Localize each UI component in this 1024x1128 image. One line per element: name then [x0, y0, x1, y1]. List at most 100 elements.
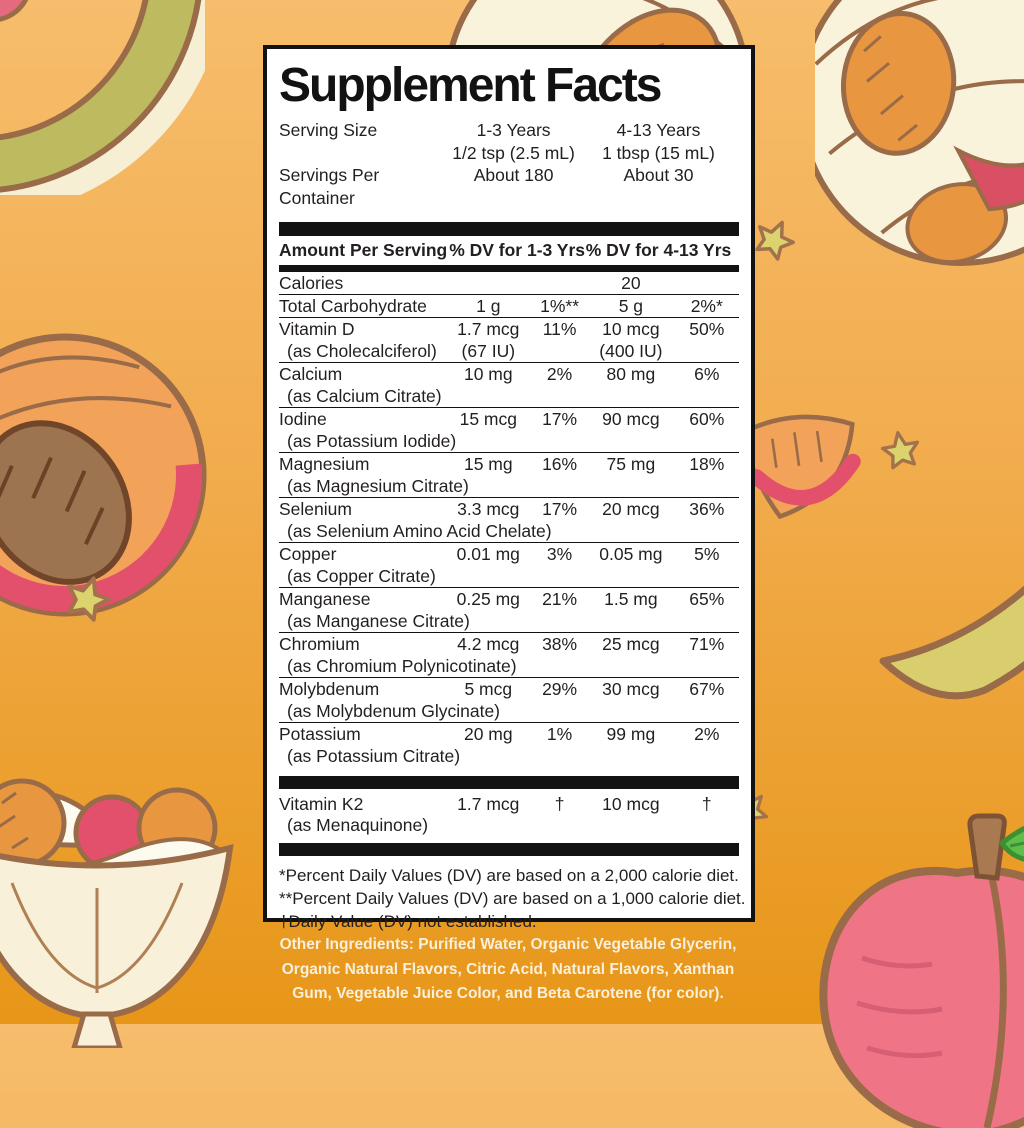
peach-dessert-coupe-illustration — [0, 778, 234, 1048]
nutrient-name: Iodine — [279, 408, 327, 429]
amount-4-13: 0.05 mg — [599, 543, 663, 564]
dv-header-4-13: % DV for 4-13 Yrs — [585, 240, 732, 260]
amount-1-3: 3.3 mcg — [457, 498, 520, 519]
star-icon — [67, 576, 111, 622]
nutrient-name: Copper — [279, 543, 337, 564]
star-icon — [880, 431, 920, 470]
dv-1-3: 1% — [546, 723, 573, 744]
nutrient-row-chromium: Chromium 4.2 mcg 38% 25 mcg 71% (as Chro… — [279, 633, 739, 678]
footnote-2000-calorie: *Percent Daily Values (DV) are based on … — [279, 865, 739, 885]
divider-bar-medium — [279, 264, 739, 272]
dv-4-13: † — [701, 793, 712, 814]
nutrient-form: (as Menaquinone) — [287, 814, 429, 835]
amount-iu-4-13: (400 IU) — [599, 340, 663, 361]
dv-header-1-3: % DV for 1-3 Yrs — [449, 240, 586, 260]
age-group-2: 4-13 Years — [616, 120, 701, 140]
calories-value-4-13: 20 — [621, 272, 641, 293]
divider-bar-thick — [279, 222, 739, 236]
dv-1-3: 21% — [542, 588, 578, 609]
dv-1-3: 2% — [546, 363, 573, 384]
nutrient-name: Calcium — [279, 363, 343, 384]
nutrient-form: (as Selenium Amino Acid Chelate) — [287, 520, 552, 541]
nutrient-name: Total Carbohydrate — [279, 295, 427, 316]
dv-4-13: 71% — [689, 633, 725, 654]
other-ingredients-text: Other Ingredients: Purified Water, Organ… — [279, 936, 737, 1002]
nutrient-row-selenium: Selenium 3.3 mcg 17% 20 mcg 36% (as Sele… — [279, 498, 739, 543]
nutrient-form: (as Potassium Iodide) — [287, 430, 457, 451]
amount-1-3: 15 mg — [463, 453, 513, 474]
nutrient-name: Chromium — [279, 633, 360, 654]
nutrient-form-line: (as Menaquinone) — [279, 815, 739, 836]
table-header-row: Amount Per Serving % DV for 1-3 Yrs % DV… — [279, 236, 739, 265]
dv-1-3: 1%** — [540, 295, 580, 316]
nutrient-form: (as Calcium Citrate) — [287, 385, 442, 406]
nutrient-name: Manganese — [279, 588, 371, 609]
nutrient-form-line: (as Cholecalciferol) (67 IU) (400 IU) — [279, 340, 739, 362]
dv-4-13: 5% — [694, 543, 720, 564]
nutrient-form: (as Copper Citrate) — [287, 565, 436, 586]
amount-4-13: 20 mcg — [602, 498, 660, 519]
serving-info-block: Serving Size 1-3 Years 4-13 Years 1/2 ts… — [279, 119, 739, 209]
dv-4-13: 36% — [689, 498, 725, 519]
nutrient-form-line: (as Selenium Amino Acid Chelate) — [279, 520, 739, 542]
supplement-facts-title: Supplement Facts — [279, 59, 662, 112]
footnotes-block: *Percent Daily Values (DV) are based on … — [279, 864, 746, 933]
nutrient-form-line: (as Chromium Polynicotinate) — [279, 655, 739, 677]
serving-size-label: Serving Size — [279, 120, 378, 140]
dv-4-13: 2% — [694, 723, 720, 744]
nutrient-form: (as Potassium Citrate) — [287, 745, 461, 766]
amount-iu-1-3: (67 IU) — [461, 340, 516, 361]
amount-1-3: 4.2 mcg — [457, 633, 520, 654]
nutrient-row-molybdenum: Molybdenum 5 mcg 29% 30 mcg 67% (as Moly… — [279, 678, 739, 723]
nutrient-form: (as Magnesium Citrate) — [287, 475, 469, 496]
nutrient-form-line: (as Manganese Citrate) — [279, 610, 739, 632]
star-icon — [755, 220, 795, 261]
dv-1-3: 3% — [546, 543, 573, 564]
amount-1-3: 0.01 mg — [456, 543, 520, 564]
dv-1-3: 29% — [542, 678, 578, 699]
fruit-ring-illustration-top-left — [0, 0, 205, 195]
peach-cross-section-illustration-top-right — [815, 0, 1024, 266]
amount-1-3: 20 mg — [463, 723, 513, 744]
nutrient-form-line: (as Magnesium Citrate) — [279, 475, 739, 497]
footnote-1000-calorie: **Percent Daily Values (DV) are based on… — [279, 888, 746, 908]
amount-4-13: 10 mcg — [602, 318, 660, 339]
nutrient-name: Molybdenum — [279, 678, 380, 699]
nutrient-form: (as Cholecalciferol) — [287, 340, 437, 361]
nutrient-row-vitamin-d: Vitamin D 1.7 mcg 11% 10 mcg 50% (as Cho… — [279, 318, 739, 363]
amount-4-13: 1.5 mg — [604, 588, 658, 609]
calories-row: Calories 20 — [279, 272, 739, 295]
dv-4-13: 6% — [694, 363, 720, 384]
dv-1-3: 17% — [542, 408, 578, 429]
nutrient-row-potassium: Potassium 20 mg 1% 99 mg 2% (as Potassiu… — [279, 723, 739, 767]
amount-4-13: 90 mcg — [602, 408, 660, 429]
supplement-facts-panel: Supplement Facts Serving Size 1-3 Years … — [263, 45, 755, 931]
crescent-moon-illustration — [879, 585, 1024, 700]
amount-1-3: 15 mcg — [459, 408, 517, 429]
nutrient-form: (as Molybdenum Glycinate) — [287, 700, 500, 721]
amount-1-3: 1.7 mcg — [457, 793, 520, 814]
whole-peach-illustration-bottom-right — [819, 813, 1024, 1128]
dv-1-3: 16% — [542, 453, 578, 474]
nutrient-row-copper: Copper 0.01 mg 3% 0.05 mg 5% (as Copper … — [279, 543, 739, 588]
dv-1-3: † — [554, 793, 565, 814]
nutrient-row-manganese: Manganese 0.25 mg 21% 1.5 mg 65% (as Man… — [279, 588, 739, 633]
nutrient-name: Potassium — [279, 723, 361, 744]
dv-1-3: 17% — [542, 498, 578, 519]
dv-4-13: 18% — [689, 453, 725, 474]
amount-4-13: 75 mg — [606, 453, 656, 474]
peach-slice-illustration-right — [739, 414, 861, 520]
amount-4-13: 30 mcg — [602, 678, 660, 699]
amount-1-3: 0.25 mg — [456, 588, 520, 609]
amount-4-13: 10 mcg — [602, 793, 660, 814]
amount-4-13: 80 mg — [606, 363, 656, 384]
dv-1-3: 11% — [542, 318, 577, 339]
amount-1-3: 10 mg — [463, 363, 513, 384]
dv-4-13: 50% — [689, 318, 725, 339]
nutrient-row-calcium: Calcium 10 mg 2% 80 mg 6% (as Calcium Ci… — [279, 363, 739, 408]
nutrient-name: Vitamin K2 — [279, 793, 364, 814]
amount-1-3: 1 g — [476, 295, 501, 316]
amount-4-13: 25 mcg — [602, 633, 660, 654]
servings-per-container-label: Servings Per Container — [279, 165, 380, 208]
servings-count-1: About 180 — [473, 165, 554, 185]
